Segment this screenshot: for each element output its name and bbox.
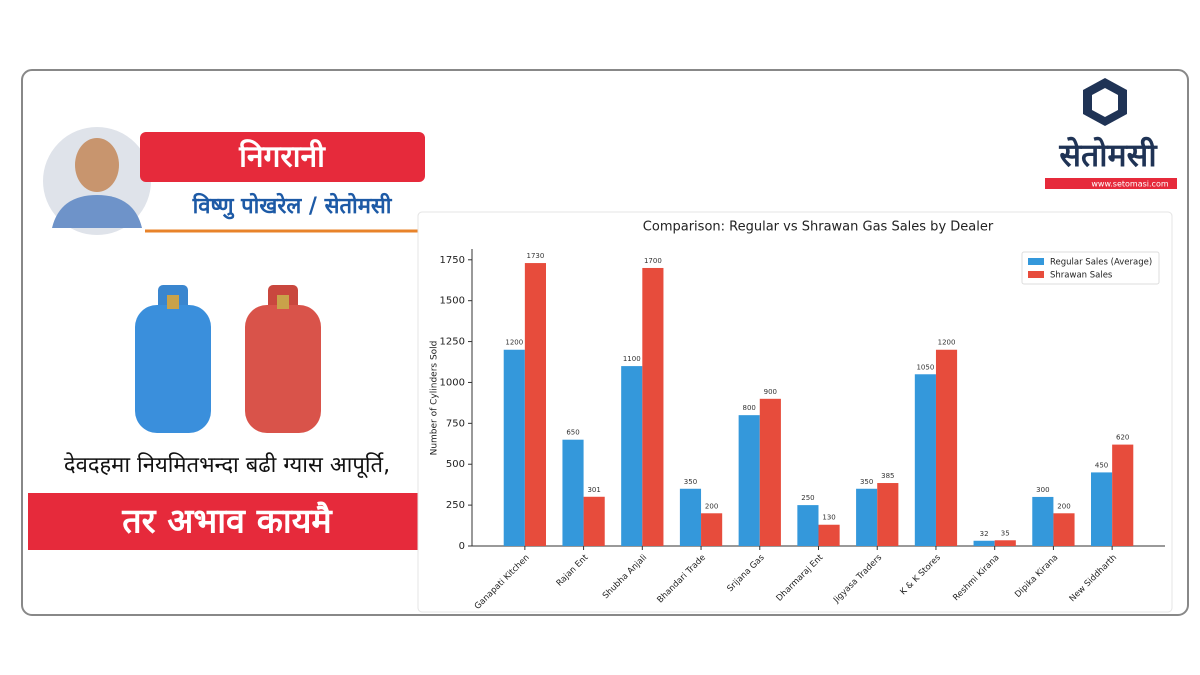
brand-url-bar xyxy=(1045,178,1177,189)
bar-label: 1700 xyxy=(644,257,662,265)
brand-name: सेतोमसी xyxy=(1058,136,1158,174)
bar xyxy=(1032,496,1054,546)
bar xyxy=(1112,444,1134,546)
y-tick-label: 0 xyxy=(459,541,465,552)
bar xyxy=(524,263,546,546)
bar xyxy=(759,398,781,546)
bar xyxy=(877,483,899,546)
bar-label: 130 xyxy=(822,514,835,522)
headline-2: तर अभाव कायमै xyxy=(121,501,333,542)
legend-label: Regular Sales (Average) xyxy=(1050,258,1152,268)
y-tick-label: 750 xyxy=(446,418,465,429)
bar xyxy=(583,496,605,546)
avatar-face xyxy=(75,138,119,192)
bar xyxy=(642,267,664,546)
bar-label: 301 xyxy=(587,486,600,494)
bar-label: 300 xyxy=(1036,486,1049,494)
bar-label: 200 xyxy=(705,502,718,510)
chart-panel xyxy=(417,211,1173,613)
bar xyxy=(818,524,840,546)
bar-label: 1200 xyxy=(938,339,956,347)
legend-swatch xyxy=(1028,258,1044,265)
bar xyxy=(1053,513,1075,546)
bar-label: 1050 xyxy=(916,363,934,371)
bar-label: 620 xyxy=(1116,434,1129,442)
section-banner xyxy=(140,132,425,182)
bar-label: 650 xyxy=(566,429,579,437)
bar-label: 900 xyxy=(764,388,777,396)
legend-swatch xyxy=(1028,271,1044,278)
bar xyxy=(562,439,584,546)
bar-label: 350 xyxy=(860,478,873,486)
bar xyxy=(994,540,1016,546)
legend-label: Shrawan Sales xyxy=(1050,271,1113,281)
bar xyxy=(973,540,995,546)
bar-label: 250 xyxy=(801,494,814,502)
blue-cylinder xyxy=(135,285,211,433)
bar xyxy=(914,374,936,546)
bar xyxy=(621,366,643,546)
headline-banner xyxy=(28,493,425,550)
bar-label: 350 xyxy=(684,478,697,486)
y-axis-label: Number of Cylinders Sold xyxy=(430,341,440,456)
bar xyxy=(1091,472,1113,546)
bar-label: 385 xyxy=(881,472,894,480)
bar xyxy=(856,488,878,546)
y-tick-label: 500 xyxy=(446,459,465,470)
bar-label: 32 xyxy=(980,530,989,538)
bar-label: 800 xyxy=(743,404,756,412)
bar xyxy=(797,505,819,546)
brand-logo xyxy=(1083,78,1127,126)
bar xyxy=(935,349,958,546)
headline-1: देवदहमा नियमितभन्दा बढी ग्यास आपूर्ति, xyxy=(64,452,390,479)
bar-label: 1730 xyxy=(527,252,545,260)
legend-box xyxy=(1021,251,1160,285)
brand-url: www.setomasi.com xyxy=(1091,180,1168,189)
y-tick-label: 1000 xyxy=(440,377,465,388)
bar xyxy=(738,415,760,546)
red-cylinder xyxy=(245,285,321,433)
chart-title: Comparison: Regular vs Shrawan Gas Sales… xyxy=(643,220,994,235)
byline: विष्णु पोखरेल / सेतोमसी xyxy=(192,192,393,220)
section: निगरानी xyxy=(238,139,326,175)
bar-label: 450 xyxy=(1095,461,1108,469)
y-tick-label: 1500 xyxy=(440,296,465,307)
bar xyxy=(679,488,702,546)
avatar-shirt xyxy=(52,195,142,228)
bar-label: 35 xyxy=(1001,529,1010,537)
bar-label: 200 xyxy=(1057,502,1070,510)
y-tick-label: 1250 xyxy=(440,337,465,348)
bar xyxy=(503,349,525,546)
bar-label: 1100 xyxy=(623,355,641,363)
y-tick-label: 250 xyxy=(446,500,465,511)
y-tick-label: 1750 xyxy=(440,255,465,266)
bar xyxy=(701,513,723,546)
bar-label: 1200 xyxy=(505,339,523,347)
